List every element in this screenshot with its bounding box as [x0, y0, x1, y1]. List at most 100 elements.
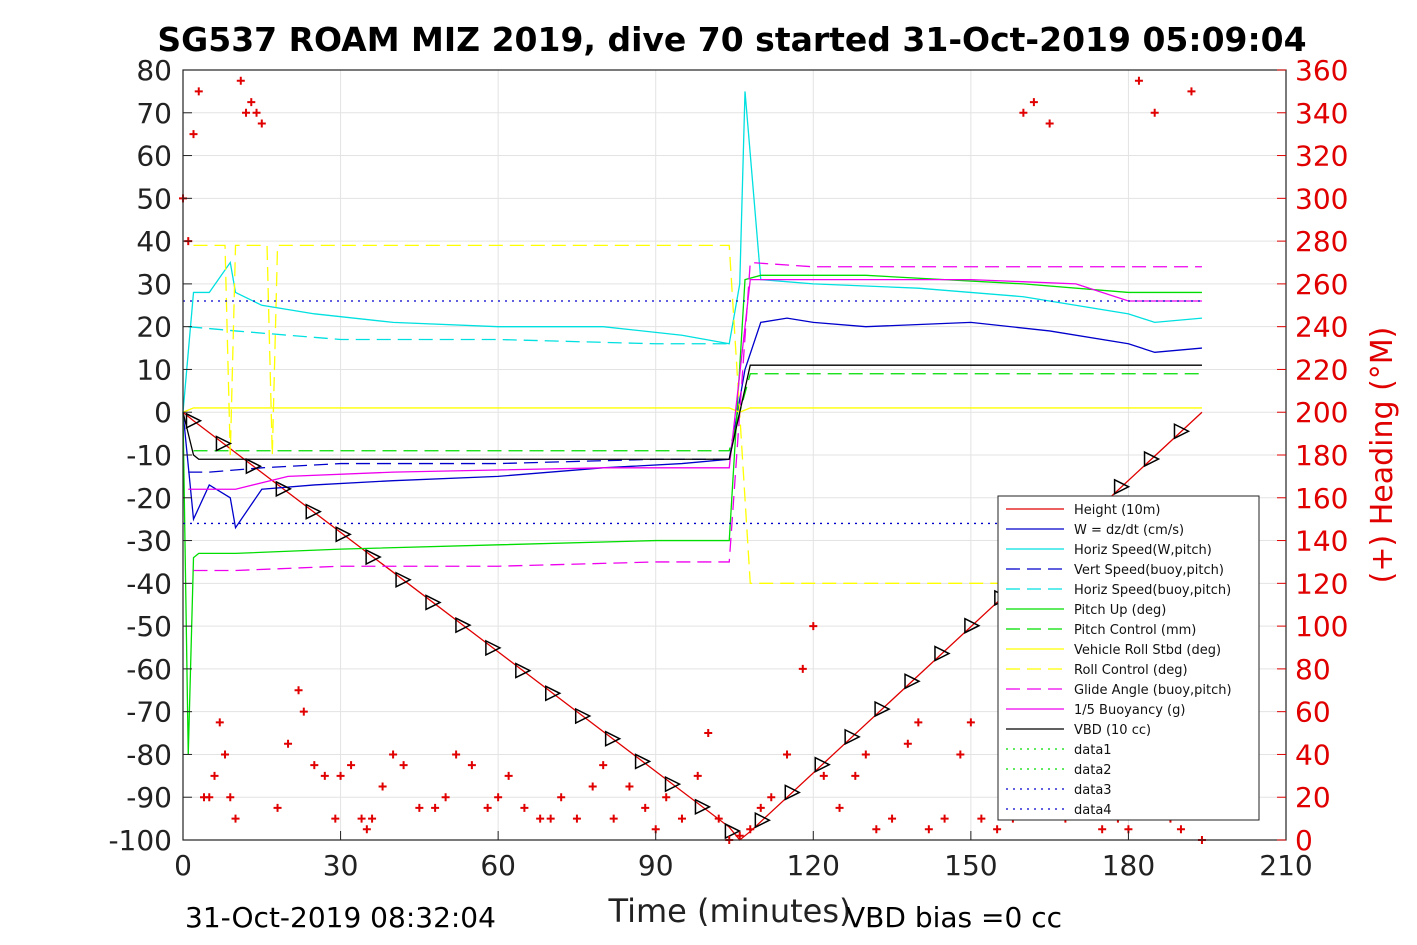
heading-point — [966, 718, 975, 727]
series-line-2 — [182, 91, 1203, 413]
y-tick-label-left: -60 — [126, 653, 172, 686]
depth-marker — [515, 662, 532, 679]
heading-point — [704, 729, 713, 738]
heading-point — [641, 803, 650, 812]
depth-marker — [545, 685, 562, 702]
depth-marker — [485, 639, 502, 657]
heading-point — [1187, 87, 1196, 96]
y-tick-label-right: 140 — [1295, 525, 1348, 558]
heading-point — [835, 803, 844, 812]
heading-point — [331, 814, 340, 823]
x-tick-label: 60 — [480, 849, 516, 882]
x-tick-label: 90 — [638, 849, 674, 882]
footer-timestamp: 31-Oct-2019 08:32:04 — [185, 901, 496, 934]
depth-marker — [874, 700, 891, 718]
heading-point — [677, 814, 686, 823]
y-tick-label-right: 40 — [1295, 738, 1331, 771]
heading-point — [247, 98, 256, 107]
y-tick-label-left: 60 — [136, 140, 172, 173]
y-tick-label-right: 160 — [1295, 482, 1348, 515]
legend-entry: data3 — [1074, 783, 1112, 798]
x-tick-label: 0 — [174, 849, 192, 882]
heading-point — [504, 771, 513, 780]
heading-point — [1019, 108, 1028, 117]
heading-point — [310, 761, 319, 770]
heading-point — [1029, 98, 1038, 107]
y-tick-label-right: 240 — [1295, 311, 1348, 344]
heading-point — [284, 739, 293, 748]
series-line-5 — [182, 274, 1202, 755]
series-line-1 — [182, 317, 1203, 530]
y-tick-label-right: 100 — [1295, 610, 1348, 643]
legend-entry: Roll Control (deg) — [1074, 663, 1188, 678]
x-axis-label: Time (minutes) — [608, 892, 852, 930]
depth-marker — [784, 784, 801, 801]
heading-point — [520, 803, 529, 812]
heading-point — [546, 814, 555, 823]
legend-entry: Pitch Up (deg) — [1074, 603, 1166, 618]
heading-point — [252, 108, 261, 117]
heading-point — [221, 750, 230, 759]
legend-entry: data4 — [1074, 803, 1112, 818]
heading-point — [362, 825, 371, 834]
heading-point — [467, 761, 476, 770]
legend-box — [997, 495, 1260, 821]
legend-entry: data2 — [1074, 763, 1112, 778]
depth-marker — [574, 707, 592, 725]
legend-entry: VBD (10 cc) — [1074, 723, 1151, 738]
depth-marker — [215, 435, 233, 452]
heading-point — [993, 825, 1002, 834]
legend-entry: Vehicle Roll Stbd (deg) — [1074, 643, 1221, 658]
series-layer — [179, 76, 1206, 844]
heading-point — [194, 87, 203, 96]
depth-marker — [844, 728, 861, 746]
heading-point — [557, 793, 566, 802]
heading-point — [888, 814, 897, 823]
depth-marker — [365, 548, 382, 566]
heading-point — [746, 825, 755, 834]
depth-marker — [664, 775, 682, 793]
depth-marker — [455, 616, 472, 634]
heading-point — [299, 707, 308, 716]
legend-entry: Horiz Speed(W,pitch) — [1074, 543, 1212, 558]
y-tick-label-right: 280 — [1295, 225, 1348, 258]
y-tick-label-right: 60 — [1295, 696, 1331, 729]
heading-point — [977, 814, 986, 823]
series-line-7 — [182, 407, 1202, 413]
heading-point — [914, 718, 923, 727]
heading-point — [273, 803, 282, 812]
legend-entry: Vert Speed(buoy,pitch) — [1074, 563, 1224, 578]
heading-point — [714, 814, 723, 823]
series-line-11 — [182, 364, 1202, 460]
depth-marker — [305, 503, 322, 520]
heading-point — [819, 771, 828, 780]
y-tick-label-right: 300 — [1295, 182, 1348, 215]
heading-point — [767, 793, 776, 802]
heading-point — [231, 814, 240, 823]
depth-marker — [245, 457, 263, 475]
heading-point — [735, 831, 744, 840]
depth-marker — [814, 756, 831, 773]
y-tick-label-left: 10 — [136, 353, 172, 386]
heading-point — [1150, 108, 1159, 117]
y-tick-label-right: 80 — [1295, 653, 1331, 686]
depth-marker — [934, 645, 951, 662]
heading-point — [236, 76, 245, 85]
heading-point — [399, 761, 408, 770]
heading-point — [662, 793, 671, 802]
y-tick-label-left: -90 — [126, 781, 172, 814]
heading-point — [783, 750, 792, 759]
heading-point — [389, 750, 398, 759]
axes-layer: 0 30 60 90 120 150 180 21080706050403020100-10-… — [108, 54, 1348, 882]
y-tick-label-left: 0 — [154, 396, 172, 429]
y-tick-label-right: 260 — [1295, 268, 1348, 301]
y-tick-label-left: 40 — [136, 225, 172, 258]
heading-point — [872, 825, 881, 834]
heading-point — [257, 119, 266, 128]
depth-marker — [425, 594, 442, 611]
heading-point — [452, 750, 461, 759]
depth-marker — [904, 673, 921, 690]
y-tick-label-right: 180 — [1295, 439, 1348, 472]
footer-vbd-bias: VBD bias =0 cc — [846, 901, 1062, 934]
